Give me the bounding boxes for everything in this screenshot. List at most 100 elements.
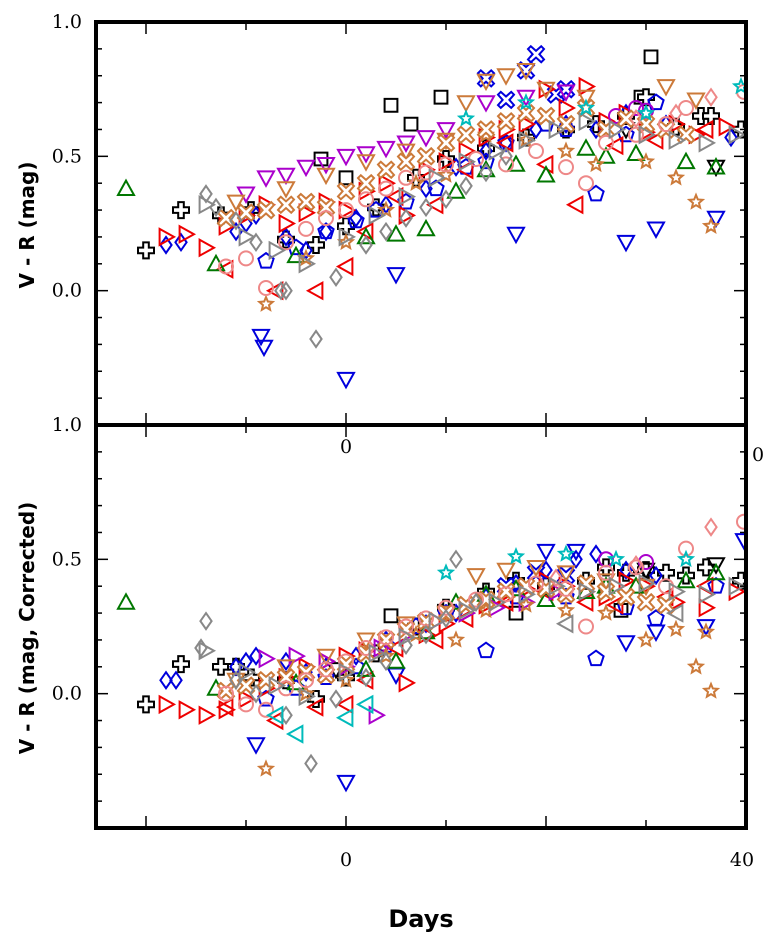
top-point-blue-x bbox=[526, 44, 546, 64]
bottom-panel-ylabel: V - R (mag, Corrected) bbox=[15, 502, 39, 755]
bottom-point-cyan-star bbox=[506, 546, 526, 565]
top-point-blue-pentagon bbox=[287, 238, 305, 256]
top-point-red-tri-right bbox=[458, 141, 477, 161]
top-point-green-tri-up bbox=[626, 143, 646, 162]
top-point-pink-circle bbox=[398, 169, 414, 186]
bottom-point-orange-tri-down bbox=[466, 568, 486, 586]
top-point-pink-circle bbox=[238, 250, 254, 267]
bottom-point-blue-diamond bbox=[569, 549, 583, 570]
top-ytick-label: 1.0 bbox=[52, 11, 82, 33]
top-point-orange-tri-down bbox=[476, 73, 496, 92]
top-point-orange-tri-down bbox=[516, 63, 536, 81]
bottom-point-pink-circle bbox=[578, 618, 594, 635]
bottom-point-cyan-tri-left bbox=[335, 708, 354, 728]
top-point-black-plus bbox=[172, 201, 190, 220]
top-point-orange-star bbox=[376, 200, 396, 218]
top-point-gray-tri-right bbox=[578, 111, 597, 132]
top-point-green-tri-up bbox=[536, 165, 556, 183]
top-point-gray-diamond bbox=[399, 208, 413, 228]
bottom-point-orange-star bbox=[446, 630, 466, 648]
top-point-orange-x bbox=[276, 195, 296, 215]
top-point-blue-tri-down bbox=[646, 221, 666, 239]
top-point-orange-x bbox=[476, 120, 496, 139]
top-point-orange-star bbox=[666, 168, 686, 186]
bottom-point-pink-diamond bbox=[629, 554, 643, 575]
top-point-cyan-star bbox=[731, 76, 746, 95]
top-point-gray-diamond bbox=[379, 221, 393, 242]
top-point-gray-tri-right bbox=[398, 186, 417, 207]
bottom-point-purple-tri-right bbox=[288, 646, 307, 666]
top-point-pink-circle bbox=[378, 180, 394, 197]
bottom-point-orange-star bbox=[596, 603, 616, 621]
bottom-point-gray-tri-right bbox=[338, 662, 357, 682]
top-point-blue-tri-down bbox=[506, 226, 526, 245]
top-point-gray-diamond bbox=[499, 146, 513, 167]
top-point-orange-star bbox=[436, 165, 456, 183]
bottom-point-red-tri-right bbox=[198, 705, 217, 725]
top-point-purple-circle bbox=[628, 100, 644, 116]
bottom-point-cyan-tri-left bbox=[285, 724, 304, 744]
bottom-ytick-label: 0.0 bbox=[52, 683, 82, 705]
bottom-point-black-plus bbox=[307, 690, 325, 708]
bottom-point-pink-circle bbox=[678, 540, 694, 557]
bottom-point-black-plus bbox=[677, 566, 695, 585]
bottom-point-pink-circle bbox=[238, 696, 254, 713]
top-point-purple-tri-down bbox=[256, 170, 276, 188]
bottom-point-cyan-star bbox=[556, 544, 576, 562]
bottom-point-orange-x bbox=[616, 587, 636, 607]
top-point-gray-tri-right bbox=[608, 119, 627, 140]
bottom-series-cyan-tri-left bbox=[265, 694, 374, 744]
top-point-gray-tri-right bbox=[728, 125, 746, 145]
top-point-gray-diamond bbox=[479, 162, 493, 183]
top-point-orange-tri-down bbox=[576, 89, 596, 108]
top-point-blue-diamond bbox=[319, 221, 333, 242]
bottom-point-blue-pentagon bbox=[587, 649, 605, 667]
bottom-point-purple-tri-right bbox=[368, 705, 387, 725]
bottom-point-gray-tri-right bbox=[728, 576, 746, 596]
top-point-red-tri-right bbox=[518, 114, 537, 134]
bottom-point-orange-star bbox=[701, 681, 721, 699]
top-point-gray-diamond bbox=[459, 176, 473, 196]
top-series-orange-x bbox=[216, 98, 696, 228]
bottom-point-cyan-star bbox=[676, 549, 696, 568]
top-point-black-plus bbox=[437, 150, 455, 168]
top-point-red-tri-right bbox=[158, 227, 177, 247]
top-series-orange-star bbox=[256, 125, 721, 312]
top-point-gray-tri-right bbox=[338, 227, 357, 247]
bottom-point-green-tri-up bbox=[116, 592, 136, 610]
top-point-orange-tri-down bbox=[396, 143, 416, 162]
top-point-pink-circle bbox=[298, 220, 314, 237]
bottom-point-orange-star bbox=[696, 622, 716, 640]
top-point-gray-diamond bbox=[419, 197, 433, 218]
top-point-gray-tri-right bbox=[518, 130, 537, 150]
top-point-blue-tri-down bbox=[386, 267, 406, 285]
top-point-gray-tri-right bbox=[268, 240, 287, 261]
bottom-point-pink-circle bbox=[318, 661, 334, 678]
top-point-orange-tri-down bbox=[496, 68, 516, 86]
top-point-purple-tri-down bbox=[476, 95, 496, 113]
bottom-point-black-plus bbox=[597, 558, 615, 577]
bottom-point-orange-star bbox=[556, 600, 576, 619]
top-point-gray-tri-right bbox=[548, 119, 567, 140]
top-point-pink-circle bbox=[278, 234, 294, 251]
top-series-pink-diamond bbox=[629, 87, 718, 129]
bottom-point-pink-circle bbox=[498, 586, 514, 603]
top-point-gray-tri-right bbox=[668, 130, 687, 150]
top-point-red-tri-right bbox=[558, 98, 577, 118]
top-point-pink-circle bbox=[338, 202, 354, 219]
top-point-black-square bbox=[338, 170, 354, 186]
top-point-purple-tri-down bbox=[416, 130, 436, 148]
bottom-point-gray-tri-left bbox=[555, 614, 574, 634]
x-axis-label: Days bbox=[388, 905, 453, 933]
bottom-point-green-tri-up bbox=[356, 659, 376, 677]
top-point-green-tri-up bbox=[596, 146, 616, 164]
top-point-purple-tri-down bbox=[376, 140, 396, 159]
top-point-pink-circle bbox=[358, 191, 374, 208]
top-xtick-label: 0 bbox=[340, 436, 352, 458]
bottom-point-black-square bbox=[383, 608, 399, 624]
top-point-pink-circle bbox=[258, 280, 274, 296]
top-point-gray-diamond bbox=[229, 211, 243, 231]
bottom-point-blue-tri-down bbox=[536, 543, 556, 562]
top-point-purple-tri-down bbox=[436, 122, 456, 140]
